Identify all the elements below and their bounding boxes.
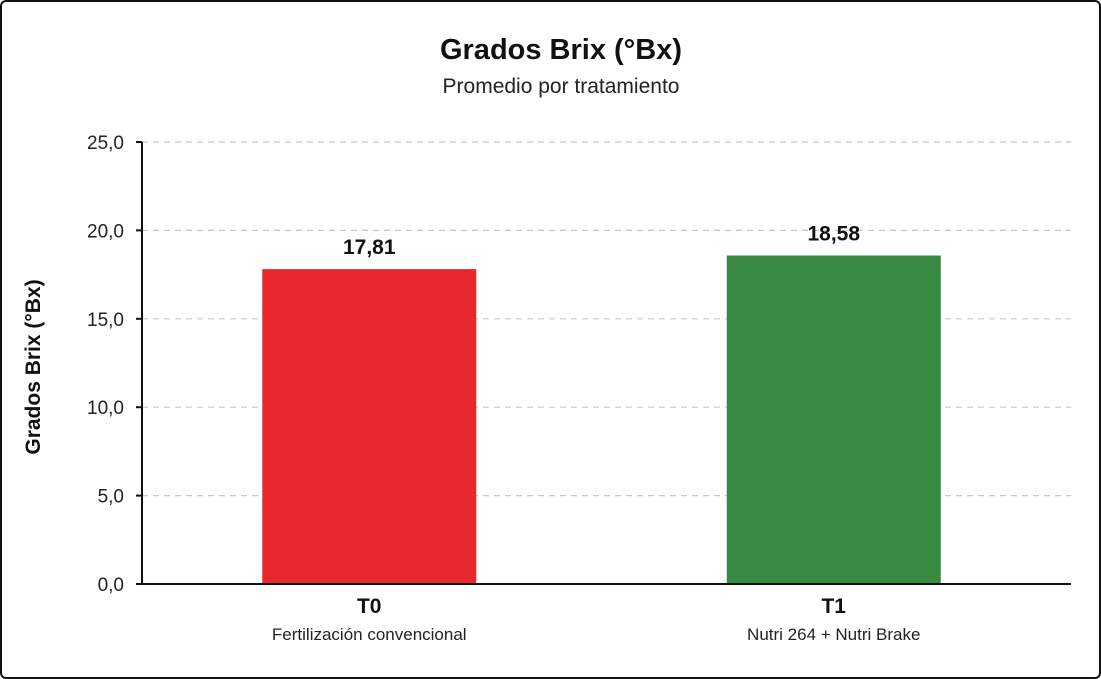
x-category-label: T0 — [357, 595, 382, 618]
x-axis-categories: T0 Fertilización convencional T1 Nutri 264 … — [272, 595, 921, 644]
bar-value-label: 18,58 — [807, 223, 860, 246]
y-tick-label: 20,0 — [87, 221, 124, 242]
y-axis-ticks: 0,0 5,0 10,0 15,0 20,0 25,0 — [87, 133, 142, 596]
bar-t1 — [726, 255, 941, 584]
y-tick-label: 5,0 — [98, 487, 124, 508]
bar-t0 — [262, 269, 477, 584]
chart-title: Grados Brix (°Bx) — [440, 34, 682, 66]
x-category-label: T1 — [821, 595, 846, 618]
x-category-description: Fertilización convencional — [272, 625, 467, 644]
x-category-description: Nutri 264 + Nutri Brake — [747, 625, 920, 644]
y-tick-label: 15,0 — [87, 310, 124, 331]
y-axis-label: Grados Brix (°Bx) — [22, 279, 45, 454]
y-tick-label: 10,0 — [87, 398, 124, 419]
bars: 17,81 18,58 — [262, 223, 941, 584]
bar-value-label: 17,81 — [343, 236, 396, 259]
y-tick-label: 25,0 — [87, 133, 124, 154]
y-tick-label: 0,0 — [98, 575, 124, 596]
chart-subtitle: Promedio por tratamiento — [443, 75, 680, 98]
